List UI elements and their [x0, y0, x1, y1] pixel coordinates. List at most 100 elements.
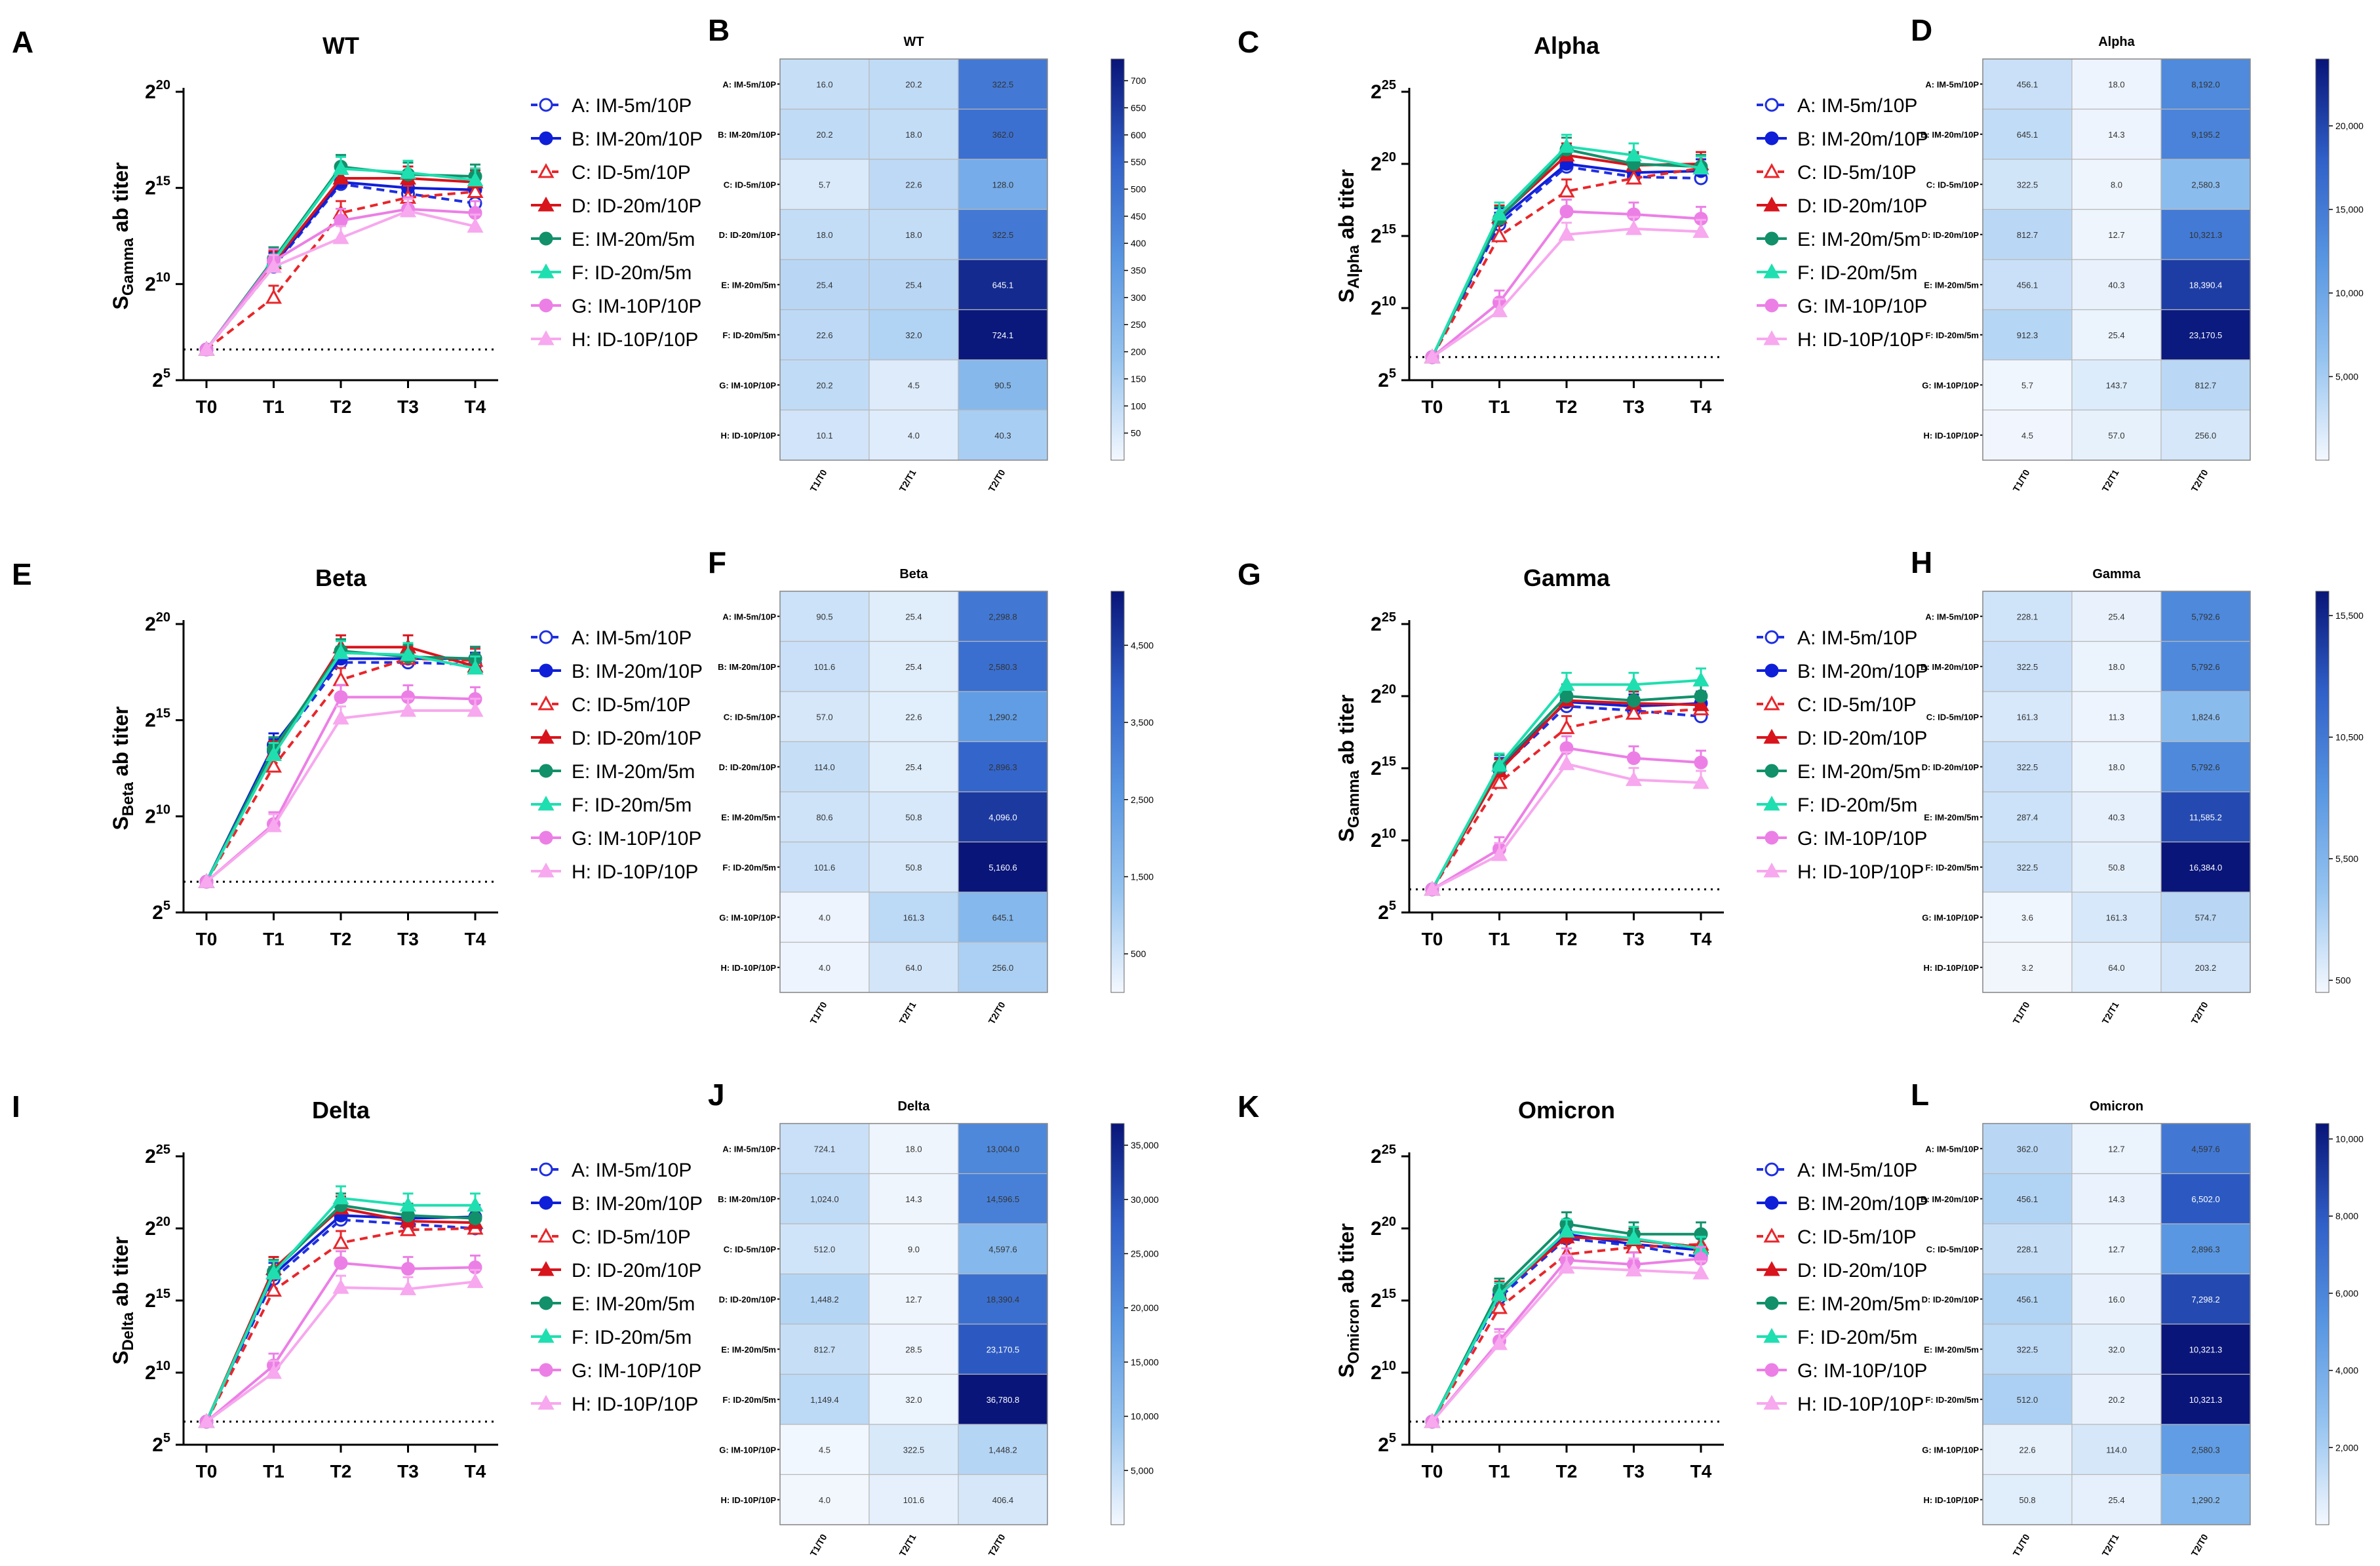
heatmap-cell-label: 20.2 — [905, 79, 922, 89]
heatmap-cell — [868, 1323, 959, 1375]
x-tick-label: T0 — [1422, 929, 1443, 949]
colorbar-tick-label: 1,500 — [1131, 871, 1154, 882]
heatmap-cell-label: 18.0 — [2108, 762, 2124, 772]
heatmap-cell — [868, 58, 959, 110]
heatmap-cell-label: 574.7 — [2195, 912, 2217, 922]
data-point — [399, 1280, 417, 1295]
heatmap-cell — [868, 791, 959, 843]
heatmap-cell — [868, 841, 959, 893]
data-point — [265, 1363, 283, 1379]
heatmap-cell-label: 18,390.4 — [986, 1295, 1020, 1304]
data-point — [1625, 771, 1643, 787]
legend-label: G: IM-10P/10P — [1797, 828, 1927, 850]
x-tick-label: T0 — [1422, 1461, 1443, 1481]
heatmap-cell — [779, 1373, 870, 1425]
heatmap-cell-label: 14.3 — [905, 1194, 922, 1204]
legend-label: C: ID-5m/10P — [572, 1226, 691, 1248]
legend-label: A: IM-5m/10P — [572, 95, 692, 117]
heatmap-row-label: F: ID-20m/5m — [722, 863, 776, 872]
legend-marker — [537, 1327, 555, 1343]
heatmap-row-label: H: ID-10P/10P — [1923, 963, 1979, 973]
heatmap-cell — [2071, 309, 2162, 361]
colorbar — [2315, 58, 2330, 461]
legend-label: H: ID-10P/10P — [1797, 861, 1924, 883]
data-point — [1558, 1223, 1575, 1238]
legend-marker — [1765, 831, 1779, 845]
legend-marker — [1763, 1394, 1780, 1410]
legend-marker — [539, 1296, 553, 1310]
heatmap-col-label: T1/T0 — [2010, 1532, 2031, 1558]
heatmap-cell — [1982, 1474, 2073, 1525]
y-label-sub: Beta — [119, 781, 137, 816]
heatmap-cell-label: 25.4 — [905, 280, 922, 290]
heatmap-col-label: T2/T1 — [2099, 1532, 2120, 1558]
colorbar — [2315, 1123, 2330, 1525]
heatmap-cell — [868, 891, 959, 943]
data-point — [1694, 689, 1708, 703]
series-line — [205, 709, 475, 883]
panel-letter: G — [1238, 557, 1261, 591]
data-point — [1692, 1264, 1709, 1280]
data-point — [332, 644, 349, 659]
legend-marker — [1763, 1327, 1780, 1343]
legend-marker — [1763, 862, 1780, 878]
heatmap-cell-label: 287.4 — [2017, 812, 2039, 822]
colorbar-tick-label: 10,000 — [1131, 1411, 1159, 1422]
heatmap-cell-label: 4,597.6 — [2191, 1144, 2219, 1154]
x-tick-label: T2 — [330, 1461, 352, 1481]
heatmap-col-label: T1/T0 — [2010, 467, 2031, 494]
y-tick-base: 2 — [145, 1218, 156, 1240]
y-tick-base: 2 — [1371, 1218, 1382, 1240]
heatmap-cell — [868, 1273, 959, 1325]
legend-marker — [1763, 1227, 1780, 1243]
data-point — [332, 169, 349, 185]
heatmap-cell-label: 14.3 — [2108, 130, 2124, 140]
series-h — [1424, 216, 1709, 364]
colorbar-tick-label: 550 — [1131, 157, 1146, 167]
data-point — [265, 757, 283, 773]
legend-label: G: IM-10P/10P — [572, 296, 701, 317]
colorbar-tick-label: 400 — [1131, 238, 1146, 248]
x-tick-label: T2 — [1556, 1461, 1578, 1481]
heatmap-cell-label: 25.4 — [2108, 1495, 2124, 1505]
data-point — [265, 746, 283, 761]
heatmap-cell — [958, 941, 1048, 993]
heatmap-cell-label: 256.0 — [992, 963, 1014, 973]
heatmap-cell — [868, 640, 959, 692]
heatmap-cell — [779, 208, 870, 260]
heatmap-cell-label: 32.0 — [905, 330, 922, 340]
heatmap-col-label: T2/T0 — [986, 1000, 1007, 1026]
y-axis-label: SGamma ab titer — [1335, 695, 1363, 842]
heatmap-cell — [958, 58, 1048, 110]
data-point — [467, 701, 484, 717]
heatmap-cell-label: 16.0 — [816, 79, 832, 89]
heatmap-row-label: D: ID-20m/10P — [1922, 1295, 1980, 1304]
legend-marker — [537, 196, 555, 212]
legend-marker — [1765, 764, 1779, 778]
data-point — [332, 1279, 349, 1294]
heatmap-cell-label: 3.6 — [2021, 912, 2033, 922]
y-tick-exponent: 20 — [1382, 1215, 1396, 1229]
data-point — [467, 218, 484, 233]
y-tick-base: 2 — [1371, 153, 1382, 175]
colorbar-tick-label: 30,000 — [1131, 1194, 1159, 1205]
heatmap-row-label: E: IM-20m/5m — [721, 1344, 776, 1354]
heatmap-row-label: E: IM-20m/5m — [721, 812, 776, 822]
heatmap-cell — [779, 741, 870, 793]
chart-title: Delta — [312, 1097, 370, 1124]
panel-letter: A — [12, 25, 33, 59]
heatmap-row-label: D: ID-20m/10P — [1922, 230, 1980, 240]
heatmap-cell-label: 4.0 — [819, 963, 830, 973]
data-point — [334, 690, 348, 704]
y-label-sub: Omicron — [1345, 1299, 1363, 1364]
x-tick-label: T2 — [330, 929, 352, 949]
colorbar-tick-label: 300 — [1131, 292, 1146, 303]
data-point — [1692, 696, 1709, 711]
y-tick-exponent: 15 — [1382, 222, 1396, 237]
heatmap-cell — [868, 409, 959, 461]
data-point — [1627, 694, 1641, 708]
heatmap-cell — [779, 941, 870, 993]
y-tick-base: 2 — [145, 81, 156, 103]
